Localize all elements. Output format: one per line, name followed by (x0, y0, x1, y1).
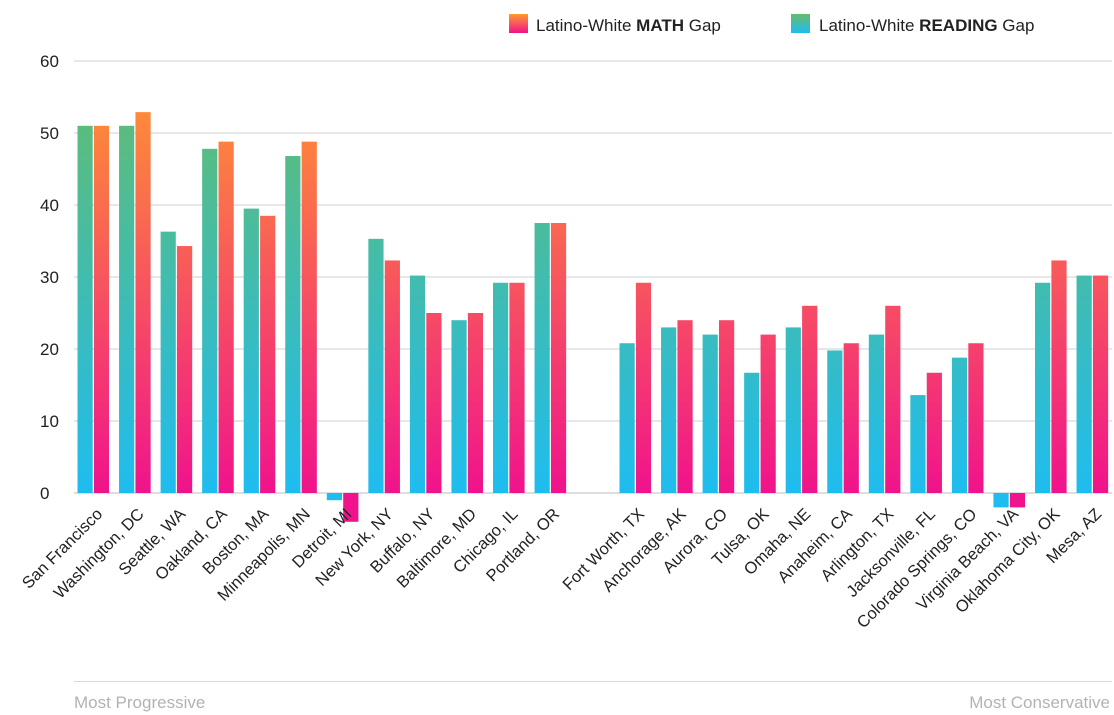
reading-bar (1035, 282, 1051, 493)
reading-bar (785, 327, 801, 493)
y-axis: 0 10 20 30 40 50 60 (40, 52, 59, 503)
footer-right-label: Most Conservative (969, 693, 1110, 712)
math-bar (1051, 260, 1067, 493)
legend-math-swatch (509, 14, 528, 33)
bars (77, 112, 1109, 522)
reading-bar (910, 395, 926, 493)
math-bar (635, 282, 652, 493)
reading-bar (951, 357, 968, 493)
reading-bar (77, 125, 93, 494)
math-bar (968, 343, 984, 493)
math-bar (384, 260, 400, 493)
reading-bar (119, 125, 135, 494)
math-bar (802, 305, 818, 493)
reading-bar (451, 320, 467, 493)
reading-bar (619, 343, 635, 493)
math-bar (843, 343, 859, 493)
reading-bar (1076, 275, 1092, 493)
reading-bar (827, 350, 843, 493)
legend: Latino-White MATH Gap Latino-White READI… (509, 14, 1034, 35)
math-bar (926, 372, 942, 493)
math-bar (177, 246, 193, 493)
reading-bar (744, 372, 760, 493)
reading-bar (493, 282, 509, 493)
math-bar (135, 112, 151, 494)
y-tick-label: 20 (40, 340, 59, 359)
footer-divider (74, 681, 1112, 682)
x-tick-label: Portland, OR (483, 505, 563, 585)
y-tick-label: 60 (40, 52, 59, 71)
math-bar (426, 313, 442, 493)
math-bar (719, 320, 735, 493)
legend-math-label: Latino-White MATH Gap (536, 16, 721, 35)
legend-reading-label: Latino-White READING Gap (819, 16, 1034, 35)
y-tick-label: 30 (40, 268, 59, 287)
legend-reading-swatch (791, 14, 810, 33)
math-bar (93, 125, 110, 494)
math-bar (677, 320, 693, 493)
reading-bar (285, 156, 301, 494)
math-bar (1092, 275, 1109, 493)
reading-bar (702, 334, 718, 493)
y-tick-label: 0 (40, 484, 49, 503)
reading-bar (326, 493, 342, 501)
y-tick-label: 50 (40, 124, 59, 143)
math-bar (550, 223, 567, 493)
math-bar (885, 305, 901, 493)
math-bar (301, 141, 317, 493)
math-bar (509, 282, 525, 493)
math-bar (760, 334, 776, 493)
math-bar (218, 141, 234, 493)
math-bar (467, 313, 484, 493)
reading-bar (661, 327, 677, 493)
y-tick-label: 40 (40, 196, 59, 215)
y-tick-label: 10 (40, 412, 59, 431)
reading-bar (160, 231, 176, 493)
math-bar (260, 215, 276, 494)
reading-bar (243, 208, 259, 493)
math-bar (343, 493, 359, 522)
reading-bar (202, 148, 218, 493)
reading-bar (368, 238, 384, 493)
reading-bar (534, 223, 550, 493)
math-bar (1009, 493, 1026, 508)
reading-bar (409, 275, 426, 493)
footer-left-label: Most Progressive (74, 693, 206, 712)
reading-bar (868, 334, 884, 493)
reading-bar (993, 493, 1009, 508)
